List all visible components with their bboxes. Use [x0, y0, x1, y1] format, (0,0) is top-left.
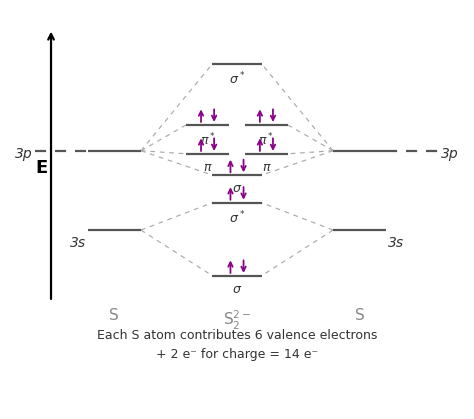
Text: 3p: 3p	[15, 147, 33, 161]
Text: Each S atom contributes 6 valence electrons: Each S atom contributes 6 valence electr…	[97, 329, 377, 342]
Text: $\mathregular{S_2^{2-}}$: $\mathregular{S_2^{2-}}$	[223, 308, 251, 332]
Text: + 2 e⁻ for charge = 14 e⁻: + 2 e⁻ for charge = 14 e⁻	[156, 347, 318, 360]
Text: $\sigma$: $\sigma$	[232, 282, 242, 295]
Text: 3s: 3s	[388, 235, 404, 250]
Text: $\sigma^*$: $\sigma^*$	[229, 210, 245, 226]
Text: 3p: 3p	[441, 147, 459, 161]
Text: $\sigma$: $\sigma$	[232, 182, 242, 195]
Text: $\sigma^*$: $\sigma^*$	[229, 70, 245, 87]
Text: $\pi^*$: $\pi^*$	[200, 132, 216, 148]
Text: S: S	[355, 308, 365, 323]
Text: $\pi^*$: $\pi^*$	[258, 132, 274, 148]
Text: $\pi$: $\pi$	[262, 160, 271, 173]
Text: 3s: 3s	[70, 235, 86, 250]
Text: S: S	[109, 308, 119, 323]
Text: E: E	[36, 158, 48, 176]
Text: $\pi$: $\pi$	[203, 160, 212, 173]
